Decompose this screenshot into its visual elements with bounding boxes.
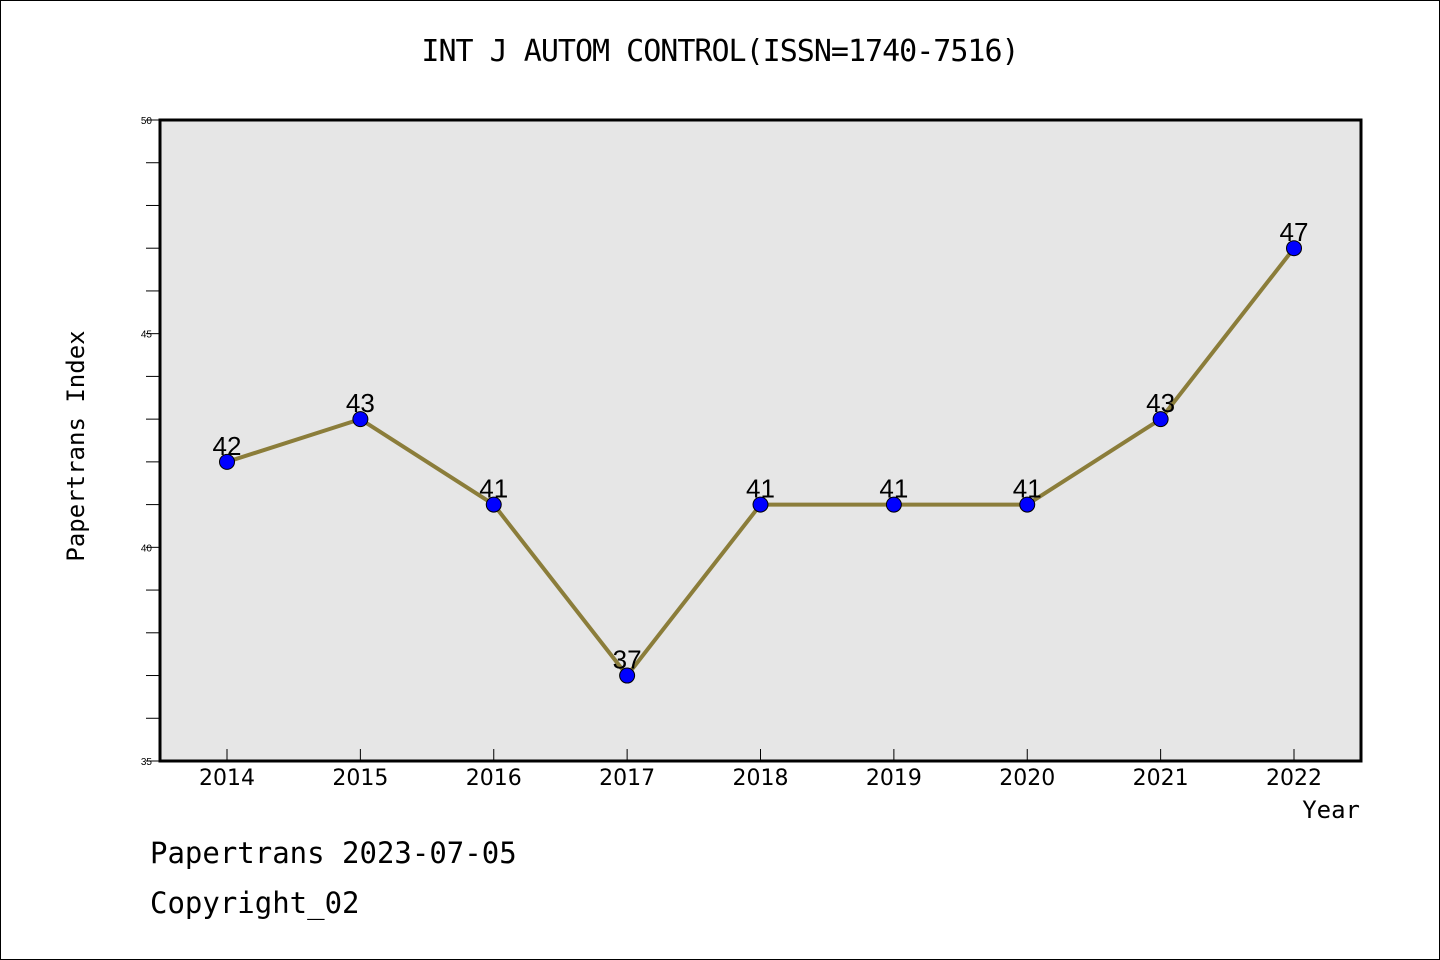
footer-copyright: Copyright_02 [150,886,360,920]
x-tick-label: 2017 [599,766,655,791]
x-tick-label: 2019 [866,766,922,791]
data-label: 41 [879,474,908,504]
y-tick-label: 50 [141,116,153,127]
data-label: 47 [1280,217,1309,247]
chart-title: INT J AUTOM CONTROL(ISSN=1740-7516) [421,34,1019,69]
data-label: 41 [479,474,508,504]
y-tick-label: 35 [141,757,153,768]
data-point [885,496,902,513]
data-label: 43 [1146,388,1175,418]
data-label: 43 [346,388,375,418]
data-point [485,496,502,513]
data-point [1286,240,1302,257]
data-point [1152,411,1169,428]
x-tick-label: 2020 [999,766,1055,791]
data-point [1019,496,1036,513]
y-tick-label: 40 [141,543,153,554]
data-point [352,411,369,428]
x-tick-label: 2014 [199,766,255,791]
x-tick-label: 2021 [1133,766,1189,791]
x-tick-label: 2018 [733,766,789,791]
data-point [219,453,235,470]
data-point [752,496,769,513]
data-point [619,667,636,684]
y-tick-label: 45 [141,330,153,341]
x-tick-label: 2015 [332,766,388,791]
data-label: 37 [613,645,642,675]
x-tick-label: 2022 [1266,766,1322,791]
x-axis-label: Year [1302,796,1360,824]
plot-area [158,118,1363,763]
data-label: 41 [746,474,775,504]
data-label: 41 [1013,474,1042,504]
x-tick-label: 2016 [466,766,522,791]
data-label: 42 [213,431,242,461]
footer-date: Papertrans 2023-07-05 [150,836,517,870]
